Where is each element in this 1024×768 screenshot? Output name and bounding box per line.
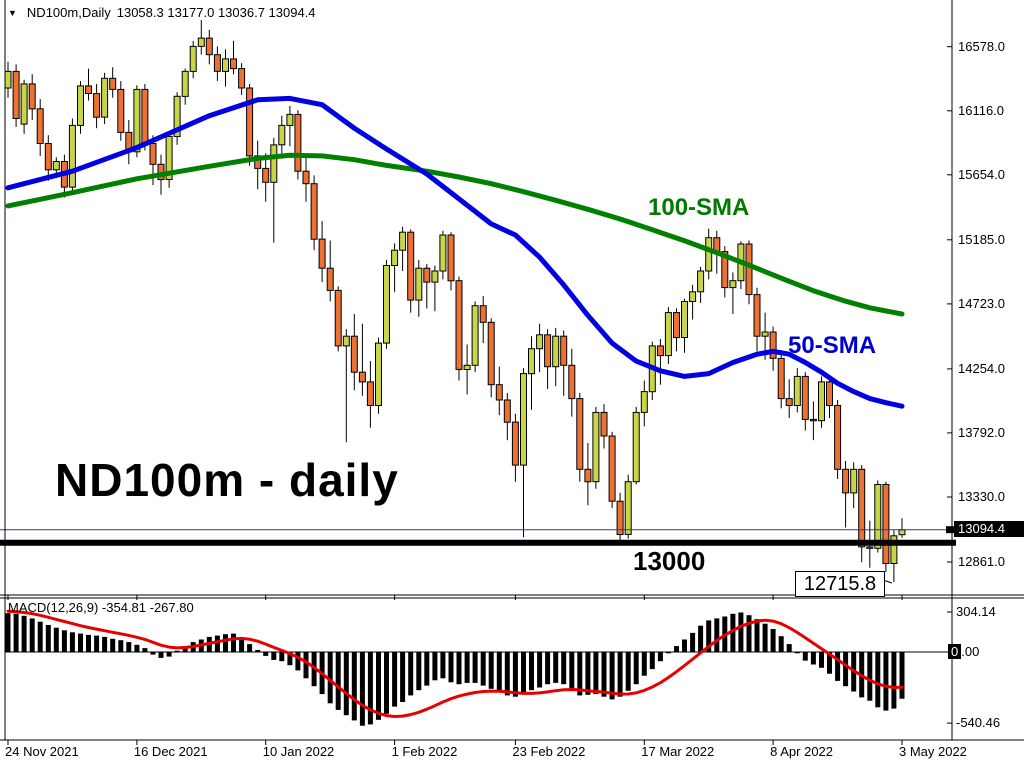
macd-zero-axis-label: 0.00 xyxy=(948,644,979,659)
price-axis-label: 14723.0 xyxy=(958,295,1005,311)
time-axis-label: 24 Nov 2021 xyxy=(5,744,79,759)
price-axis-label: 15654.0 xyxy=(958,166,1005,182)
price-axis-label: 16116.0 xyxy=(958,102,1005,118)
macd-signal-line xyxy=(6,609,904,718)
time-axis-label: 17 Mar 2022 xyxy=(641,744,715,759)
price-axis-label: 15185.0 xyxy=(958,231,1005,247)
time-axis-label: 3 May 2022 xyxy=(898,744,967,759)
time-axis-label: 8 Apr 2022 xyxy=(770,744,834,759)
price-axis-label: 16578.0 xyxy=(958,38,1005,54)
macd-indicator-label: MACD(12,26,9) -354.81 -267.80 xyxy=(8,600,194,615)
time-axis-label: 1 Feb 2022 xyxy=(391,744,458,759)
price-axis-label: 13792.0 xyxy=(958,424,1005,440)
symbol-dropdown-arrow[interactable]: ▼ xyxy=(8,7,17,18)
support-level-label: 13000 xyxy=(633,546,706,576)
macd-axis-label: -540.46 xyxy=(956,715,1001,731)
macd-histogram xyxy=(5,612,905,726)
time-axis-label: 10 Jan 2022 xyxy=(262,744,335,759)
sma50-annotation: 50-SMA xyxy=(788,332,877,359)
symbol-period-label: ND100m,Daily xyxy=(26,5,111,20)
chart-header: ▼ ND100m,Daily 13058.3 13177.0 13036.7 1… xyxy=(8,5,316,20)
time-axis-label: 16 Dec 2021 xyxy=(133,744,208,759)
time-axis-label: 23 Feb 2022 xyxy=(512,744,586,759)
price-axis-label: 13330.0 xyxy=(958,488,1005,504)
sma50-line xyxy=(5,95,905,409)
price-badge-stub xyxy=(946,526,954,534)
chart-watermark-text: ND100m - daily xyxy=(55,454,399,506)
header-ohlc-values: 13058.3 13177.0 13036.7 13094.4 xyxy=(116,5,316,20)
sma100-line xyxy=(5,152,905,317)
candlestick-series xyxy=(5,20,906,583)
current-price-badge: 13094.4 xyxy=(954,521,1024,537)
price-axis-label: 14254.0 xyxy=(958,360,1005,376)
macd-zero-marker: 0 xyxy=(948,644,962,659)
price-axis-label: 12861.0 xyxy=(958,554,1005,570)
main-pane xyxy=(5,20,906,583)
low-price-callout: 12715.8 xyxy=(795,571,885,597)
sma100-annotation: 100-SMA xyxy=(648,194,750,221)
macd-axis-label: 304.14 xyxy=(956,603,996,619)
